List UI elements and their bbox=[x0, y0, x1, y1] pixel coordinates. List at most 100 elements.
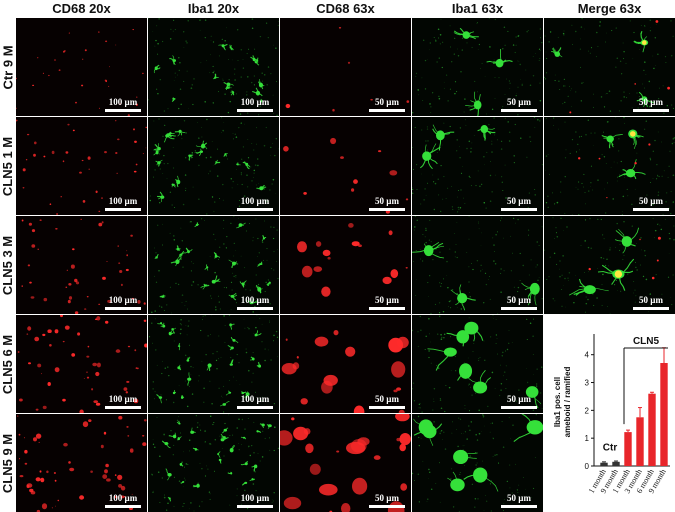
scale-bar-line bbox=[237, 406, 273, 409]
row-label-ctr-9m: Ctr 9 M bbox=[0, 18, 16, 116]
scale-bar-label: 50 µm bbox=[507, 394, 531, 404]
scale-bar: 50 µm bbox=[501, 295, 537, 310]
micrograph-cd68-20x-row3: 100 µm bbox=[16, 216, 147, 314]
scale-bar: 100 µm bbox=[105, 196, 141, 211]
scale-bar-line bbox=[369, 208, 405, 211]
scale-bar-line bbox=[369, 307, 405, 310]
micrograph-iba1-20x-row3: 100 µm bbox=[148, 216, 279, 314]
column-header-cd68-20x: CD68 20x bbox=[52, 1, 111, 16]
scale-bar-label: 50 µm bbox=[639, 196, 663, 206]
y-tick-label: 3 bbox=[585, 379, 590, 388]
row-label-cln5-6m: CLN5 6 M bbox=[0, 315, 16, 413]
scale-bar: 50 µm bbox=[633, 196, 669, 211]
micrograph-image bbox=[280, 315, 411, 413]
scale-bar-line bbox=[105, 307, 141, 310]
scale-bar-line bbox=[237, 307, 273, 310]
y-tick-label: 4 bbox=[585, 351, 590, 360]
scale-bar-label: 100 µm bbox=[240, 394, 270, 404]
scale-bar-line bbox=[501, 208, 537, 211]
y-tick-label: 2 bbox=[585, 406, 590, 415]
scale-bar-label: 100 µm bbox=[108, 97, 138, 107]
group-label-cln5: CLN5 bbox=[633, 336, 660, 347]
scale-bar-line bbox=[501, 307, 537, 310]
scale-bar: 100 µm bbox=[237, 196, 273, 211]
micrograph-image bbox=[148, 315, 279, 413]
micrograph-merge-63x-row1: 50 µm bbox=[544, 18, 675, 116]
bar bbox=[612, 461, 620, 466]
scale-bar-label: 100 µm bbox=[108, 493, 138, 503]
scale-bar-label: 100 µm bbox=[240, 97, 270, 107]
y-tick-label: 1 bbox=[585, 434, 590, 443]
scale-bar: 50 µm bbox=[633, 97, 669, 112]
micrograph-cd68-20x-row2: 100 µm bbox=[16, 117, 147, 215]
micrograph-iba1-63x-row4: 50 µm bbox=[412, 315, 543, 413]
micrograph-image bbox=[16, 117, 147, 215]
row-label-cln5-9m: CLN5 9 M bbox=[0, 414, 16, 512]
scale-bar-label: 50 µm bbox=[507, 196, 531, 206]
scale-bar-line bbox=[105, 505, 141, 508]
bar bbox=[660, 363, 668, 466]
scale-bar-line bbox=[369, 109, 405, 112]
y-tick-label: 0 bbox=[585, 462, 590, 471]
scale-bar-label: 50 µm bbox=[375, 196, 399, 206]
micrograph-image bbox=[412, 414, 543, 512]
scale-bar: 50 µm bbox=[369, 97, 405, 112]
scale-bar: 50 µm bbox=[369, 196, 405, 211]
micrograph-image bbox=[16, 414, 147, 512]
row-label-text: CLN5 3 M bbox=[0, 235, 16, 295]
scale-bar-label: 100 µm bbox=[108, 295, 138, 305]
scale-bar-line bbox=[237, 109, 273, 112]
micrograph-merge-63x-row2: 50 µm bbox=[544, 117, 675, 215]
micrograph-cd68-63x-row5: 50 µm bbox=[280, 414, 411, 512]
scale-bar-label: 50 µm bbox=[507, 97, 531, 107]
micrograph-cd68-63x-row4: 50 µm bbox=[280, 315, 411, 413]
y-axis-label: Iba1 pos. cell bbox=[553, 377, 562, 427]
column-header-cd68-63x: CD68 63x bbox=[316, 1, 375, 16]
scale-bar-line bbox=[369, 406, 405, 409]
group-label-ctr: Ctr bbox=[603, 443, 618, 454]
micrograph-image bbox=[412, 315, 543, 413]
scale-bar: 50 µm bbox=[633, 295, 669, 310]
micrograph-merge-63x-row3: 50 µm bbox=[544, 216, 675, 314]
micrograph-image bbox=[280, 216, 411, 314]
scale-bar: 100 µm bbox=[237, 493, 273, 508]
micrograph-cd68-63x-row3: 50 µm bbox=[280, 216, 411, 314]
micrograph-image bbox=[544, 18, 675, 116]
micrograph-image bbox=[148, 18, 279, 116]
bar-chart: Iba1 pos. cell ameboid / ramified 0 1 2 3 4 1 m… bbox=[548, 318, 675, 512]
micrograph-image bbox=[148, 117, 279, 215]
micrograph-iba1-63x-row2: 50 µm bbox=[412, 117, 543, 215]
scale-bar: 50 µm bbox=[501, 196, 537, 211]
micrograph-image bbox=[544, 117, 675, 215]
micrograph-iba1-20x-row4: 100 µm bbox=[148, 315, 279, 413]
scale-bar: 50 µm bbox=[501, 493, 537, 508]
scale-bar-line bbox=[501, 406, 537, 409]
scale-bar: 50 µm bbox=[369, 493, 405, 508]
scale-bar: 100 µm bbox=[105, 493, 141, 508]
scale-bar-label: 50 µm bbox=[375, 394, 399, 404]
scale-bar-line bbox=[633, 208, 669, 211]
micrograph-cd68-63x-row1: 50 µm bbox=[280, 18, 411, 116]
scale-bar-line bbox=[105, 109, 141, 112]
row-label-cln5-3m: CLN5 3 M bbox=[0, 216, 16, 314]
micrograph-iba1-63x-row1: 50 µm bbox=[412, 18, 543, 116]
micrograph-image bbox=[412, 18, 543, 116]
micrograph-cd68-63x-row2: 50 µm bbox=[280, 117, 411, 215]
bar bbox=[624, 432, 632, 466]
scale-bar: 100 µm bbox=[105, 394, 141, 409]
scale-bar-line bbox=[501, 505, 537, 508]
scale-bar-line bbox=[105, 208, 141, 211]
scale-bar-label: 50 µm bbox=[375, 493, 399, 503]
scale-bar-label: 100 µm bbox=[108, 394, 138, 404]
micrograph-image bbox=[148, 414, 279, 512]
micrograph-image bbox=[148, 216, 279, 314]
scale-bar: 50 µm bbox=[369, 295, 405, 310]
scale-bar: 100 µm bbox=[237, 394, 273, 409]
row-label-text: CLN5 1 M bbox=[0, 136, 16, 196]
scale-bar: 100 µm bbox=[105, 97, 141, 112]
scale-bar-label: 100 µm bbox=[108, 196, 138, 206]
scale-bar-label: 50 µm bbox=[507, 295, 531, 305]
micrograph-image bbox=[544, 216, 675, 314]
scale-bar-line bbox=[237, 208, 273, 211]
scale-bar-label: 50 µm bbox=[639, 97, 663, 107]
